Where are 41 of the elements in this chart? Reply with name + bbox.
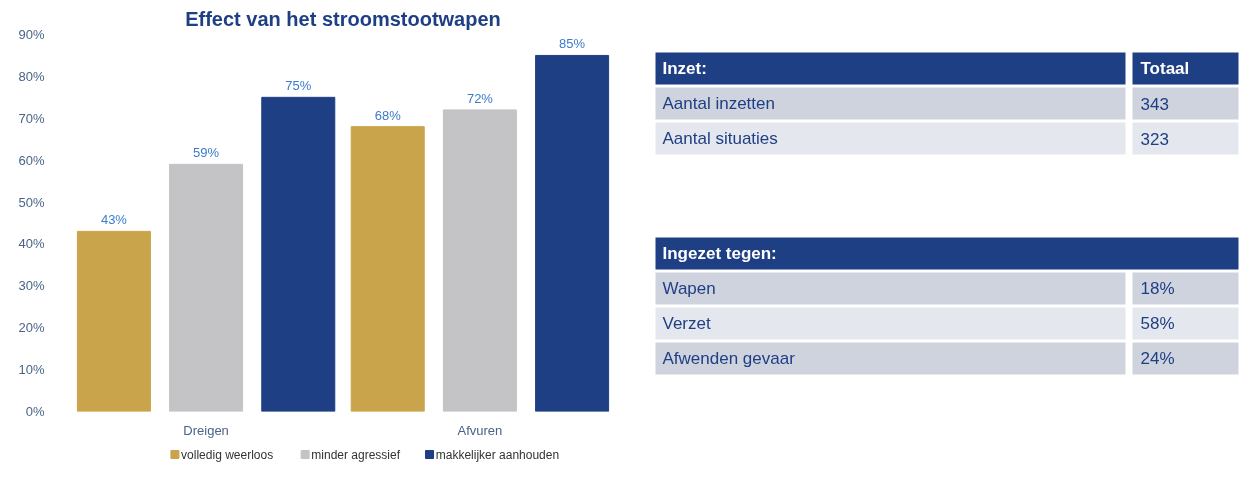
legend-label: makkelijker aanhouden [435, 447, 560, 462]
bar [350, 126, 425, 412]
x-tick-label: Dreigen [183, 422, 229, 438]
y-tick-label: 10% [18, 362, 45, 378]
y-tick-label: 20% [18, 320, 45, 336]
text: Ingezet tegen: [662, 244, 777, 263]
data-label: 59% [193, 145, 220, 161]
bar [535, 54, 610, 412]
y-tick-label: 50% [18, 194, 45, 210]
text: 18% [1140, 279, 1175, 298]
x-tick-label: Afvuren [457, 422, 503, 438]
y-tick-label: 80% [18, 68, 45, 84]
data-label: 68% [374, 107, 402, 123]
text: Inzet: [662, 59, 707, 78]
data-label: 72% [466, 90, 494, 106]
y-tick-label: 30% [18, 278, 45, 294]
y-tick-label: 90% [18, 27, 45, 42]
text: 58% [1140, 314, 1175, 333]
bar [169, 163, 244, 412]
y-tick-label: 40% [18, 236, 45, 252]
y-tick-label: 70% [18, 110, 45, 126]
y-tick-label: 60% [18, 152, 45, 168]
data-label: 75% [285, 78, 312, 94]
legend-label: volledig weerloos [181, 447, 274, 462]
bar [76, 230, 151, 412]
chart-title: Effect van het stroomstootwapen [185, 7, 501, 30]
bar [261, 96, 336, 412]
legend-label: minder agressief [311, 447, 401, 462]
text: Totaal [1140, 59, 1190, 78]
bar [442, 109, 517, 412]
data-label: 43% [100, 212, 128, 228]
text: 323 [1140, 129, 1169, 149]
text: Wapen [662, 279, 716, 298]
y-tick-label: 0% [25, 404, 45, 419]
text: Afwenden gevaar [662, 349, 796, 368]
text: Verzet [662, 314, 711, 333]
text: 343 [1140, 94, 1169, 114]
text: Aantal inzetten [662, 94, 775, 113]
text: Aantal situaties [662, 129, 778, 148]
text: 24% [1140, 349, 1175, 368]
data-label: 85% [559, 36, 586, 52]
